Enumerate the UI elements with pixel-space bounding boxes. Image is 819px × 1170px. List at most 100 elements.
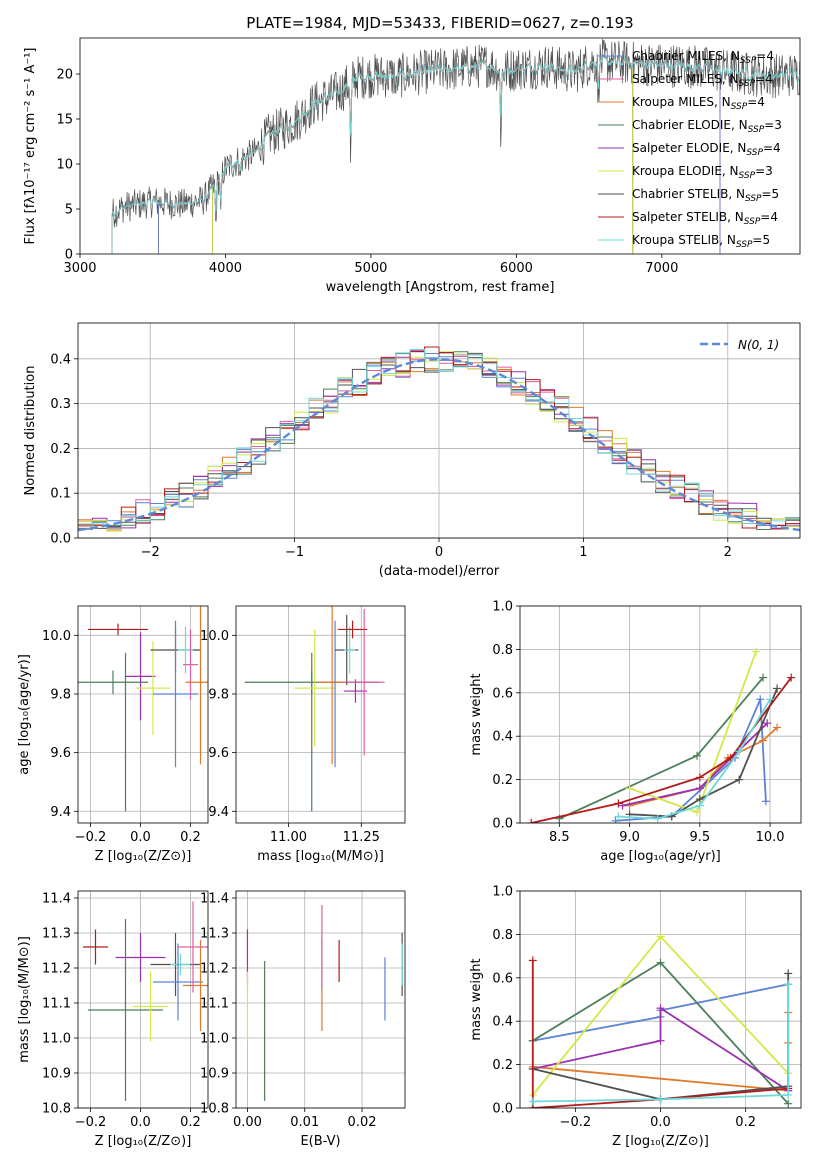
errorbar-point [343,626,356,674]
x-tick-label: 11.00 [270,830,307,845]
y-tick-label: 1.0 [492,600,513,615]
y-tick-label: 5 [65,203,73,218]
spectrum-plot [111,38,800,254]
plus-marker [695,784,704,793]
errorbar-point [170,954,191,975]
y-tick-label: 0.8 [492,643,513,658]
mass-vs-EBV-panel: 0.00 0.01 0.02 10.8 10.9 11.0 11.1 11.2 11.3 11.4… [200,890,406,1149]
x-axis-label: E(B-V) [300,1134,340,1149]
legend-entry-tail: =4 [747,95,765,109]
y-tick-label: 10.8 [200,1102,229,1117]
axes-frame [235,890,406,1109]
figure-title: PLATE=1984, MJD=53433, FIBERID=0627, z=0… [246,14,633,32]
y-tick-label: 10.9 [42,1067,71,1082]
x-axis-label: Z [log₁₀(Z/Z⊙)] [95,849,192,864]
legend-entry: Salpeter STELIB, NSSP=4 [632,210,778,227]
x-tick-label: 0.0 [650,1115,671,1130]
mass-weight-vs-Z-panel: −0.2 0.0 0.2 0.0 0.2 0.4 0.6 0.8 1.0 Z [log₁₀(Z/Z… [469,885,802,1149]
plus-marker [653,814,662,823]
y-axis-label: Normed distribution [23,366,38,496]
plus-marker [693,808,702,817]
x-axis-label: wavelength [Angstrom, rest frame] [326,280,555,295]
spectrum-line-kroupa-elodie [212,55,634,254]
y-tick-label: 9.4 [208,805,229,820]
plus-marker [784,1090,793,1099]
y-tick-label: 11.1 [42,997,71,1012]
spectrum-line-salpeter-elodie [212,54,634,254]
y-tick-label: 0.2 [492,773,513,788]
legend-entry-text: Salpeter ELODIE, N [632,141,746,155]
legend-entry-text: Salpeter MILES, N [632,72,739,86]
y-tick-label: 20 [56,68,73,83]
legend-entry-sub: SSP [744,217,761,227]
y-tick-label: 0.0 [492,817,513,832]
plus-marker [784,1099,793,1108]
legend-entry: Kroupa MILES, NSSP=4 [632,95,765,112]
y-tick-label: 11.4 [42,892,71,907]
mass_weight_vs_age-plot [527,647,796,823]
legend-entry-sub: SSP [740,56,757,66]
y-tick-label: 11.2 [200,962,229,977]
plus-marker [656,932,665,941]
legend-entry-text: Kroupa MILES, N [632,95,731,109]
plus-marker [752,647,761,656]
y-tick-label: 11.0 [200,1032,229,1047]
legend-entry-tail: =5 [752,233,770,247]
plus-marker [625,801,634,810]
legend-entry: Chabrier STELIB, NSSP=5 [632,187,779,204]
legend-entry: Kroupa ELODIE, NSSP=3 [632,164,773,181]
y-tick-label: 0.4 [50,352,71,367]
legend-entry-tail: =4 [760,210,778,224]
legend-entry-tail: =3 [764,118,782,132]
legend-entry-sub: SSP [736,240,753,250]
y-axis-label: age [log₁₀(age/yr)] [17,654,32,775]
x-tick-label: 0.01 [290,1115,319,1130]
y-tick-label: 0.1 [50,487,71,502]
residual-histogram-panel: −2 −1 0 1 2 0.0 0.1 0.2 0.3 0.4 (data-model)/error… [23,322,801,579]
y-tick-label: 0.0 [50,532,71,547]
age_vs_mass-plot [244,606,385,812]
y-tick-label: 15 [56,113,73,128]
x-tick-label: 0.0 [130,830,151,845]
errorbar-point [83,929,108,965]
y-tick-label: 11.1 [200,997,229,1012]
legend-entry-sub: SSP [748,125,765,135]
legend-entry-text: Kroupa STELIB, N [632,233,736,247]
axes-frame [235,605,406,824]
errorbar-point [178,901,208,993]
legend-entry-text: Kroupa ELODIE, N [632,164,739,178]
plus-marker [528,1097,537,1106]
x-tick-label: 0.2 [180,830,201,845]
x-axis-label: (data-model)/error [379,564,500,579]
errorbar-point [133,971,168,1042]
plus-marker [735,775,744,784]
series-line-chabrier-stelib [629,688,778,818]
y-tick-label: 0.8 [492,928,513,943]
x-tick-label: 4000 [209,261,242,276]
legend-entry-sub: SSP [746,148,763,158]
series-line-kroupa-elodie [629,651,757,813]
y-tick-label: 0.2 [492,1058,513,1073]
y-tick-label: 9.8 [50,687,71,702]
y-tick-label: 0.3 [50,397,71,412]
legend-entry: Salpeter MILES, NSSP=4 [632,72,773,89]
y-axis-label: mass weight [469,958,484,1040]
axes-frame [77,605,209,824]
age_vs_Z-plot [78,606,208,812]
legend-entry-sub: SSP [739,171,756,181]
plus-marker [656,1095,665,1104]
axes-frame [519,605,802,824]
series-line-salpeter-stelib [531,960,789,1108]
plus-marker [625,784,634,793]
plus-marker [614,799,623,808]
y-tick-label: 0 [65,248,73,263]
errorbar-point [125,632,156,721]
legend-entry-sub: SSP [731,102,748,112]
x-axis-label: Z [log₁₀(Z/Z⊙)] [95,1134,192,1149]
errorbar-point [185,606,208,765]
x-tick-label: 11.25 [343,830,380,845]
y-tick-label: 11.2 [42,962,71,977]
age-vs-mass-panel: 11.00 11.25 9.4 9.6 9.8 10.0 mass [log₁₀(M/M⊙)… [200,605,406,864]
mass_vs_Z-plot [83,901,208,1101]
